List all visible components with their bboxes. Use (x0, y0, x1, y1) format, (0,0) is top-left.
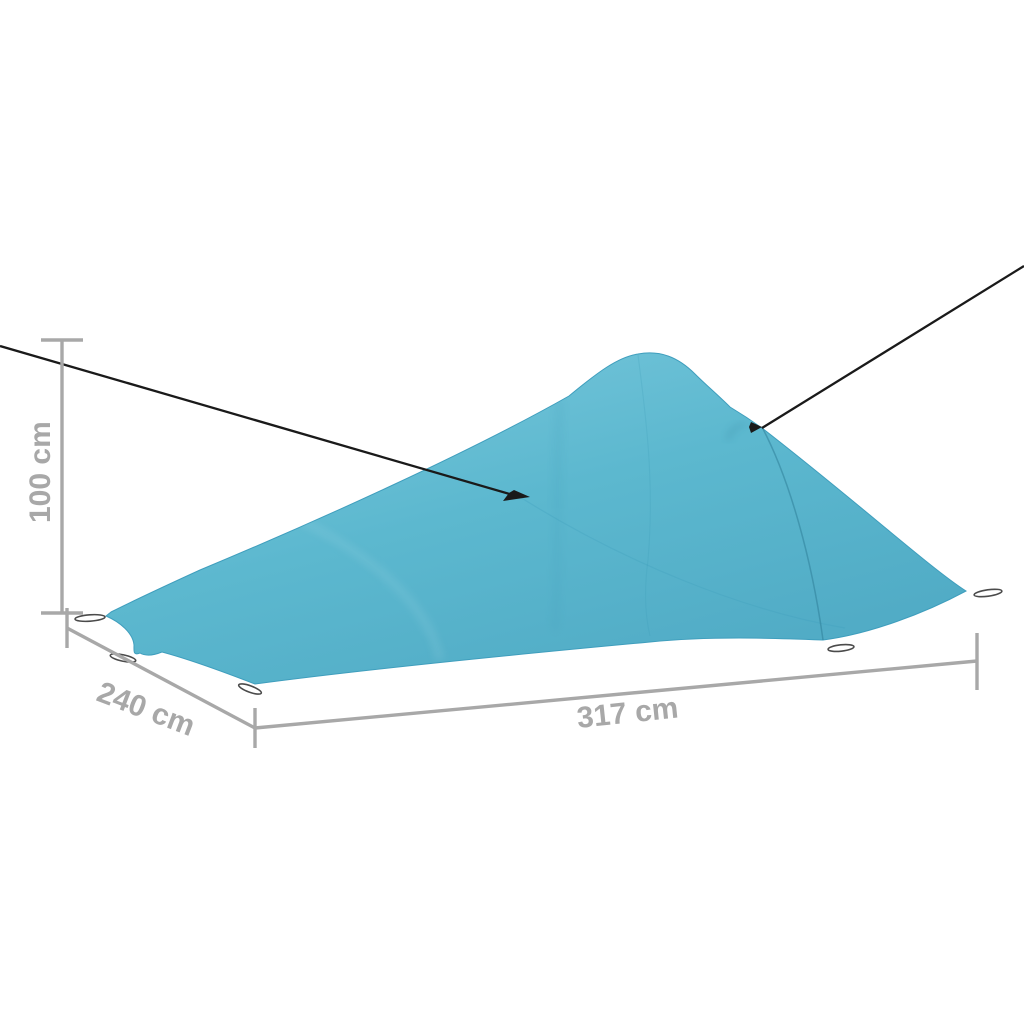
svg-text:100 cm: 100 cm (24, 421, 57, 523)
svg-text:240 cm: 240 cm (92, 676, 199, 743)
